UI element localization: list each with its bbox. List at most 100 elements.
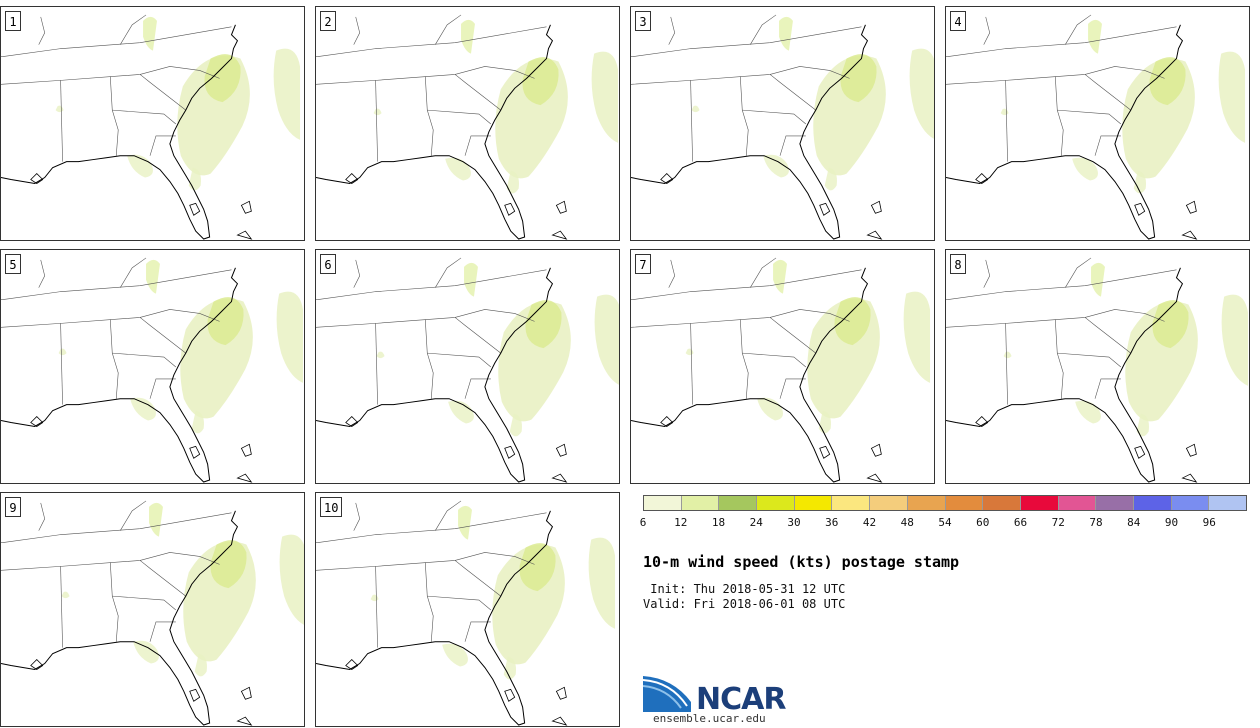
wind-speed-shading (207, 297, 244, 346)
state-boundary (119, 14, 147, 45)
island (236, 473, 253, 483)
state-boundary (1005, 323, 1008, 405)
island (240, 686, 252, 700)
wind-speed-shading (685, 348, 694, 356)
island (660, 173, 674, 184)
state-boundary (317, 26, 547, 57)
basemap (1, 14, 301, 240)
member-number-label: 10 (320, 497, 343, 517)
state-boundary (983, 259, 991, 288)
member-number-label: 9 (5, 497, 21, 517)
colorbar-swatch (945, 496, 984, 510)
wind-speed-shading (1152, 300, 1189, 349)
state-boundary (149, 621, 176, 642)
state-boundary (316, 552, 535, 571)
state-boundary (946, 309, 1165, 328)
island (240, 443, 252, 457)
island (240, 200, 252, 214)
wind-speed-shading (1218, 51, 1246, 143)
state-boundary (631, 309, 850, 328)
colorbar-swatch (1133, 496, 1172, 510)
state-boundary (779, 378, 806, 399)
colorbar-ticks: 6 12 18 24 30 36 42 48 54 60 66 72 78 84 90 96 (640, 516, 1247, 530)
island (819, 445, 831, 459)
state-boundary (742, 109, 807, 125)
basemap (316, 257, 619, 483)
island (660, 416, 674, 427)
colorbar-swatch (832, 496, 871, 510)
colorbar-swatch (1058, 496, 1097, 510)
basemap (631, 14, 934, 240)
state-boundary (427, 352, 492, 368)
coastline (631, 24, 869, 240)
wind-speed-shading (445, 157, 471, 181)
island (819, 202, 831, 216)
state-boundary (60, 323, 63, 405)
wind-speed-shading (757, 397, 783, 421)
wind-speed-shading (506, 170, 519, 194)
state-boundary (632, 269, 862, 300)
wind-speed-shading (1003, 351, 1012, 359)
wind-speed-shading (840, 54, 877, 103)
wind-speed-shading (55, 105, 64, 113)
state-boundary (769, 74, 816, 111)
valid-time: Valid: Fri 2018-06-01 08 UTC (643, 597, 846, 611)
wind-speed-shading (591, 51, 619, 143)
colorbar-tick-label: 48 (900, 516, 914, 529)
island (189, 202, 201, 216)
wind-speed-shading (143, 16, 157, 51)
wind-speed-shading (442, 643, 468, 667)
colorbar-swatch (907, 496, 946, 510)
state-boundary (38, 16, 46, 45)
colorbar-tick-label: 90 (1164, 516, 1179, 529)
wind-speed-shading (824, 167, 837, 191)
island (30, 416, 44, 427)
island (345, 659, 359, 670)
ensemble-member-map: 2 (315, 6, 620, 241)
island (189, 445, 201, 459)
island (1185, 443, 1197, 457)
state-boundary (119, 257, 147, 288)
state-boundary (454, 317, 501, 354)
member-number-label: 6 (320, 254, 336, 274)
coastline (1, 510, 239, 726)
member-number-label: 8 (950, 254, 966, 274)
island (1134, 445, 1146, 459)
basemap (946, 14, 1246, 240)
basemap (1, 257, 304, 483)
state-boundary (427, 595, 492, 611)
state-boundary (60, 566, 63, 648)
state-boundary (464, 378, 491, 399)
colorbar-swatch (870, 496, 908, 510)
island (551, 230, 568, 240)
island (870, 200, 882, 214)
wind-speed-shading (519, 543, 556, 592)
coastline (316, 267, 554, 483)
state-boundary (375, 80, 378, 162)
colorbar-swatch (794, 496, 833, 510)
colorbar-swatch (644, 496, 682, 510)
wind-speed-shading (149, 502, 163, 537)
wind-speed-shading (1075, 400, 1101, 424)
state-boundary (149, 135, 176, 156)
island (1185, 200, 1197, 214)
state-boundary (317, 269, 547, 300)
wind-speed-shading (194, 653, 207, 677)
island (1181, 473, 1198, 483)
state-boundary (375, 566, 378, 648)
state-boundary (317, 512, 547, 543)
ensemble-member-map: 10 (315, 492, 620, 727)
colorbar-swatch (1096, 496, 1134, 510)
wind-speed-shading (204, 54, 241, 103)
state-boundary (139, 317, 186, 354)
wind-speed-shading (1072, 157, 1098, 181)
state-boundary (739, 319, 749, 399)
wind-speed-shading (594, 294, 619, 385)
state-boundary (434, 500, 462, 531)
island (555, 686, 567, 700)
state-boundary (434, 257, 462, 288)
colorbar-tick-label: 96 (1202, 516, 1216, 529)
state-boundary (109, 319, 119, 399)
island (866, 473, 883, 483)
state-boundary (1064, 14, 1092, 45)
